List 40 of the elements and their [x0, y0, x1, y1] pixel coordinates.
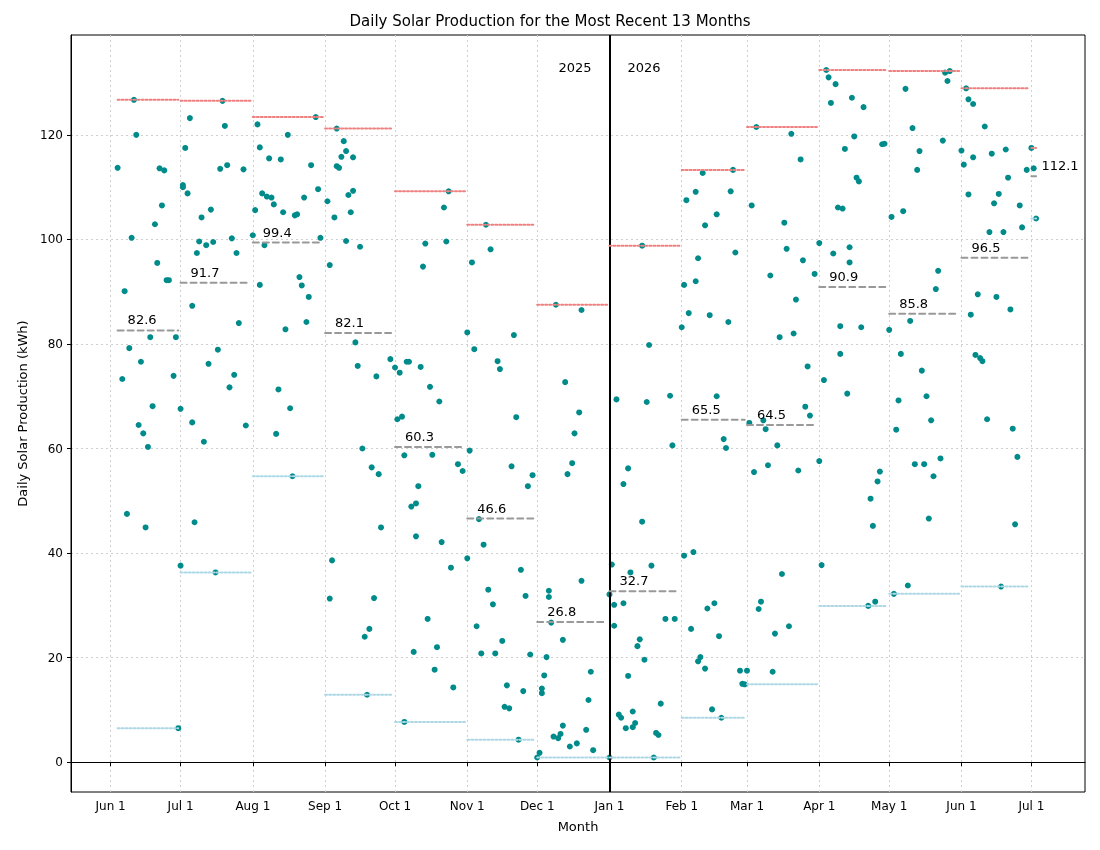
annotation: 2025: [558, 59, 592, 75]
x-tick-label: Feb 1: [665, 799, 699, 813]
y-tick-label: 40: [47, 546, 63, 561]
x-tick-label: Mar 1: [729, 799, 765, 813]
y-tick-label: 20: [47, 650, 63, 665]
data-label: 91.7: [190, 264, 220, 280]
y-tick-label: 100: [40, 232, 63, 247]
data-label: 60.3: [405, 428, 434, 444]
x-tick-label: Jul 1: [1017, 799, 1045, 813]
x-tick-label: Jun 1: [945, 799, 977, 813]
x-tick-label: Aug 1: [235, 799, 271, 813]
x-tick-label: Dec 1: [519, 799, 555, 813]
annotation: 2026: [627, 59, 661, 75]
x-axis-title: Month: [557, 819, 599, 834]
x-tick-label: May 1: [871, 799, 908, 813]
x-tick-label: Nov 1: [449, 799, 485, 813]
x-tick-label: Jan 1: [593, 799, 625, 813]
y-tick-label: 120: [40, 127, 63, 142]
y-tick-label: 60: [47, 441, 63, 456]
chart-title: Daily Solar Production for the Most Recent 13 Months: [349, 11, 751, 30]
data-label: 99.4: [262, 224, 292, 240]
data-label: 112.1: [1041, 158, 1079, 174]
data-label: 32.7: [619, 573, 649, 589]
data-label: 64.5: [757, 407, 786, 422]
x-tick-label: Apr 1: [803, 799, 836, 813]
data-label: 96.5: [971, 239, 1001, 255]
y-axis-title: Daily Solar Production (kWh): [15, 320, 30, 507]
y-tick-label: 0: [55, 755, 63, 770]
data-label: 90.9: [829, 268, 859, 284]
data-label: 46.6: [477, 500, 507, 516]
data-label: 82.6: [127, 312, 157, 328]
data-label: 85.8: [899, 295, 929, 311]
x-tick-label: Sep 1: [308, 799, 343, 813]
data-label: 26.8: [547, 604, 577, 620]
data-label: 82.1: [335, 314, 365, 330]
x-tick-label: Jun 1: [94, 799, 126, 813]
data-label: 65.5: [691, 401, 721, 417]
x-tick-label: Jul 1: [166, 799, 194, 813]
y-tick-label: 80: [47, 336, 63, 351]
x-tick-label: Oct 1: [378, 799, 412, 813]
